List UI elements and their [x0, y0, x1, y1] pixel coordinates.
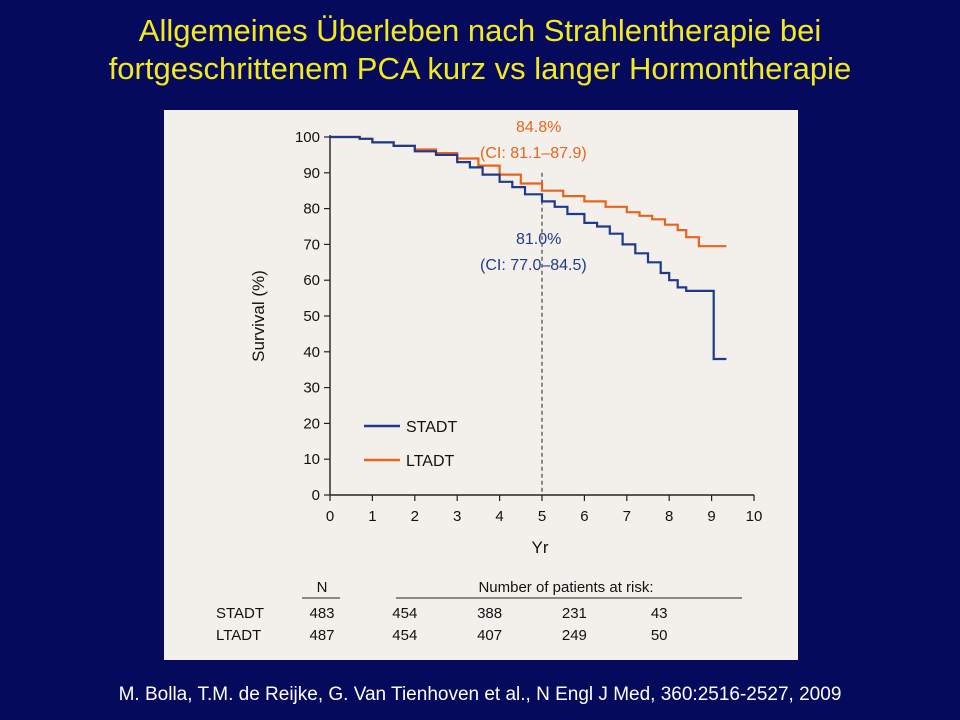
- x-tick-label: 0: [326, 508, 334, 525]
- risk-table-header: Number of patients at risk:: [478, 579, 653, 596]
- risk-row-value: 43: [651, 605, 668, 622]
- risk-row-value: 50: [651, 627, 668, 644]
- annotation-stadt-ci: (CI: 77.0–84.5): [480, 257, 587, 274]
- x-tick-label: 9: [707, 508, 715, 525]
- annotation-ltadt-pct: 84.8%: [516, 119, 561, 136]
- slide-title-line-1: Allgemeines Überleben nach Strahlenthera…: [138, 13, 822, 48]
- x-tick-label: 10: [746, 508, 763, 525]
- survival-chart: 0 10 20 30 40 50 60 70 80 90 100 0 1 2 3 4 5 6 7 8 9 10 Yr Surv…: [216, 119, 763, 644]
- x-tick-label: 8: [665, 508, 673, 525]
- y-axis-label: Survival (%): [249, 270, 268, 362]
- slide-title-line-2: fortgeschrittenem PCA kurz vs langer Hor…: [108, 51, 852, 86]
- x-tick-label: 5: [538, 508, 546, 525]
- risk-row-n: 487: [309, 627, 334, 644]
- x-tick-label: 4: [495, 508, 503, 525]
- risk-row-value: 454: [392, 627, 417, 644]
- annotation-stadt-pct: 81.0%: [516, 231, 561, 248]
- x-tick-label: 6: [580, 508, 588, 525]
- x-axis-label: Yr: [532, 538, 549, 557]
- y-tick-label: 90: [303, 165, 320, 182]
- y-tick-label: 40: [303, 344, 320, 361]
- y-tick-label: 30: [303, 380, 320, 397]
- risk-row-label: STADT: [216, 605, 264, 622]
- y-tick-label: 50: [303, 308, 320, 325]
- risk-row-value: 388: [477, 605, 502, 622]
- y-tick-label: 0: [312, 487, 320, 504]
- y-tick-label: 60: [303, 272, 320, 289]
- risk-row-n: 483: [309, 605, 334, 622]
- y-tick-label: 100: [295, 129, 320, 146]
- annotation-ltadt-ci: (CI: 81.1–87.9): [480, 145, 587, 162]
- risk-row-value: 454: [392, 605, 417, 622]
- series-line-stadt: [330, 135, 727, 361]
- y-tick-label: 80: [303, 201, 320, 218]
- citation: M. Bolla, T.M. de Reijke, G. Van Tienhov…: [118, 684, 842, 705]
- y-tick-label: 10: [303, 451, 320, 468]
- legend-label-stadt: STADT: [406, 419, 457, 436]
- slide-title: Allgemeines Überleben nach Strahlenthera…: [0, 12, 960, 88]
- y-tick-label: 70: [303, 236, 320, 253]
- y-tick-label: 20: [303, 415, 320, 432]
- x-tick-label: 2: [411, 508, 419, 525]
- x-tick-label: 1: [368, 508, 376, 525]
- risk-row-value: 231: [562, 605, 587, 622]
- figure-panel: 0 10 20 30 40 50 60 70 80 90 100 0 1 2 3 4 5 6 7 8 9 10 Yr Surv…: [164, 110, 798, 660]
- legend-label-ltadt: LTADT: [406, 453, 455, 470]
- risk-row-value: 249: [562, 627, 587, 644]
- risk-row-label: LTADT: [216, 627, 261, 644]
- x-tick-label: 3: [453, 508, 461, 525]
- x-tick-label: 7: [623, 508, 631, 525]
- risk-row-value: 407: [477, 627, 502, 644]
- risk-table-n-header: N: [317, 579, 328, 596]
